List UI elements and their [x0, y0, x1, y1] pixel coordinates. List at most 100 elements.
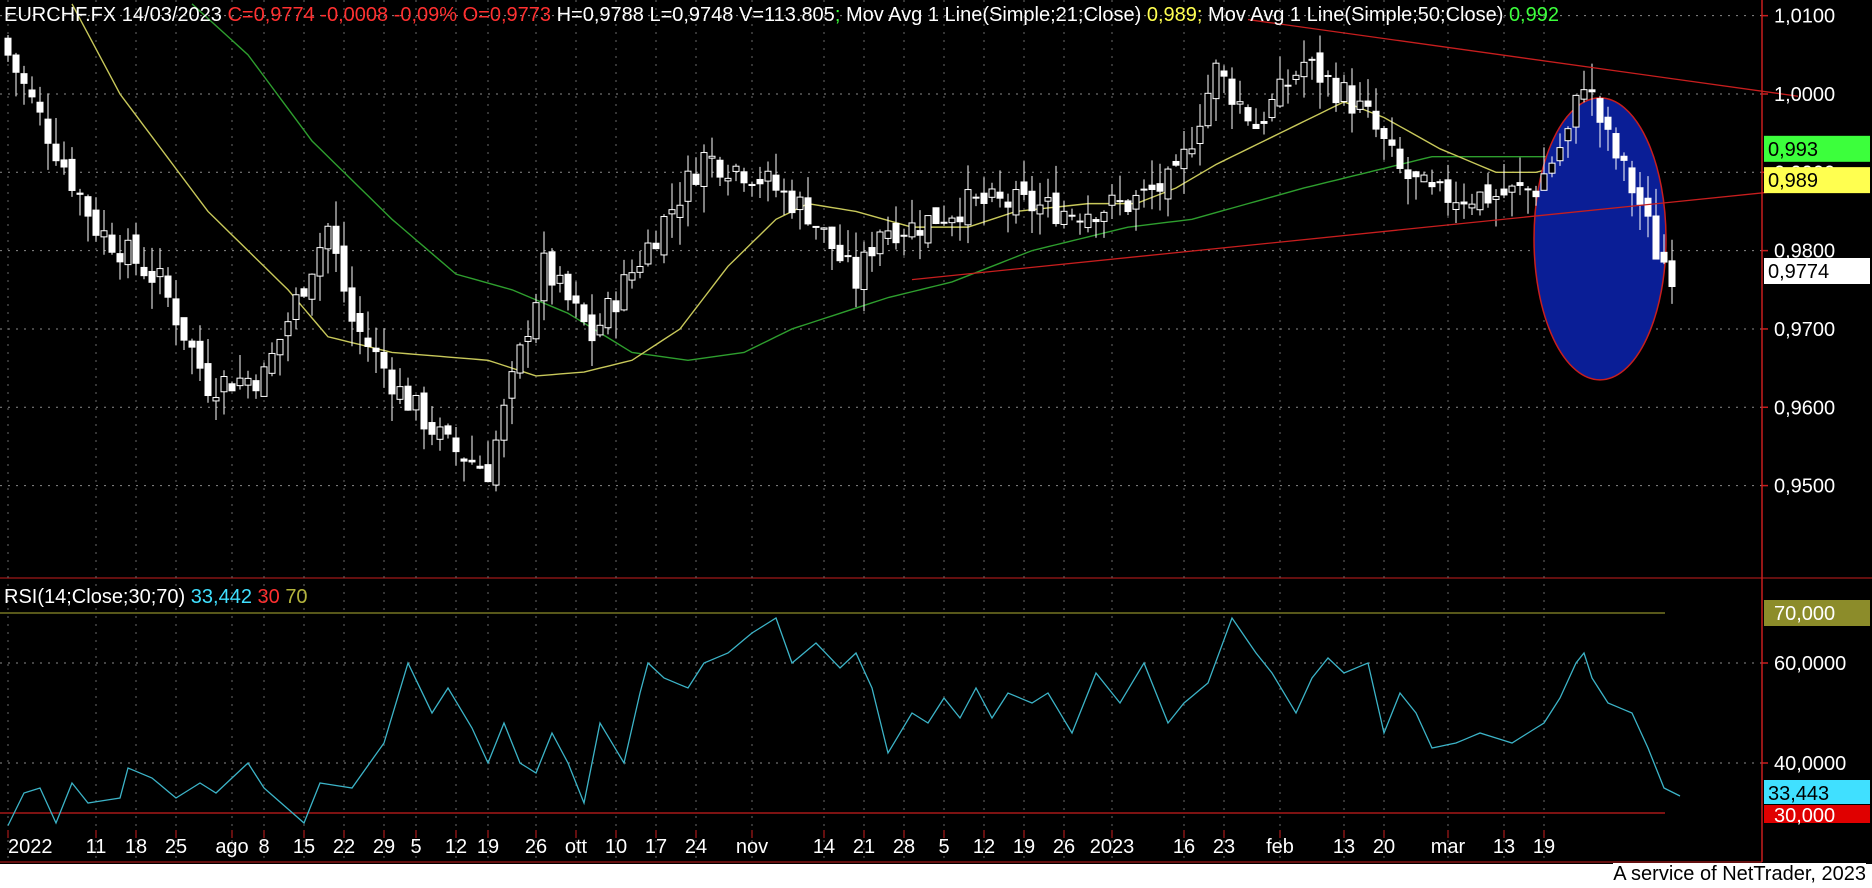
candle-up — [324, 225, 332, 250]
price-tick-label: 1,0000 — [1774, 84, 1835, 106]
candle-up — [860, 251, 868, 291]
candle-down — [1628, 167, 1636, 194]
candle-up — [308, 273, 316, 300]
price-tick-label: 0,9800 — [1774, 241, 1835, 263]
candle-down — [444, 425, 452, 435]
candle-up — [1276, 78, 1284, 107]
candle-down — [956, 216, 964, 223]
candle-down — [12, 54, 20, 73]
candle-down — [1284, 84, 1292, 87]
time-tick-label: 19 — [1013, 836, 1035, 858]
candle-down — [1444, 179, 1452, 203]
candle-down — [1364, 100, 1372, 107]
candle-up — [1204, 92, 1212, 127]
candle-up — [724, 177, 732, 182]
candle-up — [628, 272, 636, 281]
candle-up — [668, 209, 676, 215]
candle-up — [316, 247, 324, 277]
price-tick-label: 1,0100 — [1774, 6, 1835, 28]
candle-up — [1196, 125, 1204, 145]
candle-up — [1292, 74, 1300, 80]
candle-up — [1140, 188, 1148, 191]
candle-down — [828, 226, 836, 249]
candle-down — [196, 340, 204, 369]
candle-down — [356, 313, 364, 332]
candle-up — [292, 294, 300, 320]
candle-up — [1164, 168, 1172, 200]
ma21-line — [71, 3, 1649, 377]
candle-up — [540, 252, 548, 302]
candle-down — [380, 351, 388, 369]
candle-down — [980, 192, 988, 204]
candle-down — [1596, 98, 1604, 123]
candle-down — [692, 173, 700, 185]
candle-down — [1460, 201, 1468, 205]
candle-down — [44, 118, 52, 144]
candle-down — [612, 300, 620, 313]
time-tick-label: 23 — [1213, 836, 1235, 858]
candle-down — [580, 304, 588, 323]
candle-down — [1148, 184, 1156, 191]
candle-down — [1124, 200, 1132, 213]
candle-up — [1188, 148, 1196, 155]
candle-up — [1556, 147, 1564, 162]
candle-up — [124, 239, 132, 266]
candle-down — [932, 207, 940, 225]
candle-up — [1524, 188, 1532, 191]
candle-down — [252, 380, 260, 392]
candle-down — [1652, 215, 1660, 260]
candle-down — [772, 174, 780, 191]
separator: ; — [1196, 4, 1203, 26]
candle-down — [756, 178, 764, 185]
footer-credit: A service of NetTrader, 2023 — [1613, 863, 1866, 886]
time-tick-label: 19 — [477, 836, 499, 858]
time-tick-label: 22 — [333, 836, 355, 858]
candle-up — [660, 216, 668, 256]
candle-up — [1476, 191, 1484, 211]
rsi-low: 30 — [257, 586, 280, 608]
candle-up — [516, 344, 524, 374]
candle-down — [972, 196, 980, 199]
candle-down — [1004, 201, 1012, 208]
time-tick-label: 13 — [1333, 836, 1355, 858]
candle-up — [604, 298, 612, 329]
price-tag-label: 0,989 — [1768, 170, 1818, 192]
candle-up — [1044, 197, 1052, 202]
chart-header: EURCHF.FX 14/03/2023 C=0,9774 -0,0008 -0… — [4, 4, 1559, 27]
price-tag-label: 0,9774 — [1768, 261, 1829, 283]
candle-up — [1180, 148, 1188, 170]
time-tick-label: 18 — [125, 836, 147, 858]
candle-up — [700, 152, 708, 187]
candle-up — [764, 170, 772, 182]
candle-up — [1564, 128, 1572, 142]
time-axis: 2022 11 18 25 ago 8 15 22 29 5 12 19 26 ott 10 17 24 nov 1… — [7, 830, 1555, 858]
candle-up — [396, 386, 404, 400]
candle-down — [1252, 123, 1260, 130]
time-tick-label: 2023 — [1090, 836, 1135, 858]
candle-up — [1036, 204, 1044, 215]
time-tick-label: 20 — [1373, 836, 1395, 858]
quote-close: C=0,9774 -0,0008 -0,09% O=0,9773 — [227, 4, 552, 26]
candle-up — [1572, 94, 1580, 128]
candle-down — [1316, 52, 1324, 83]
candle-down — [140, 266, 148, 277]
candle-up — [1012, 189, 1020, 216]
candle-down — [572, 295, 580, 304]
candle-down — [1388, 139, 1396, 146]
candle-down — [92, 209, 100, 236]
candle-down — [84, 196, 92, 217]
separator: ; — [834, 4, 841, 26]
candle-down — [476, 465, 484, 469]
candle-down — [52, 143, 60, 162]
trendlines — [911, 18, 1799, 281]
candle-down — [740, 171, 748, 184]
time-tick-label: ott — [565, 836, 588, 858]
candle-down — [1260, 121, 1268, 124]
candle-down — [468, 459, 476, 463]
price-tag-label: 0,993 — [1768, 139, 1818, 161]
candle-down — [1076, 220, 1084, 223]
rsi-value: 33,442 — [190, 586, 252, 608]
candle-up — [780, 190, 788, 193]
candle-up — [220, 376, 228, 393]
